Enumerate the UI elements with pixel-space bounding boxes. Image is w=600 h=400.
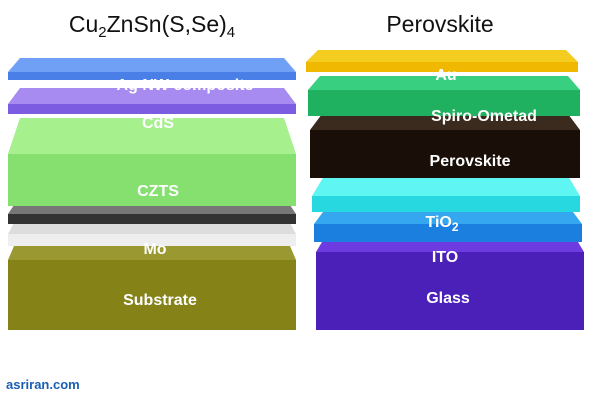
slab-face [310, 114, 580, 130]
slab-face [8, 88, 296, 104]
label-part: TiO [425, 214, 451, 231]
slab-face [312, 176, 580, 196]
layer-label: TiO2 [425, 214, 458, 234]
layer-label: Glass [426, 290, 470, 307]
layer-stacks [8, 50, 584, 330]
slab-face [8, 260, 296, 330]
footer-source: asriran.com [6, 377, 80, 392]
slab-face [306, 62, 578, 72]
slab-face [8, 58, 296, 72]
slab-face [312, 196, 580, 212]
slab-face [308, 76, 580, 90]
slab-face [310, 130, 580, 178]
right-title: Perovskite [386, 11, 493, 37]
title-subscript: 4 [227, 24, 235, 41]
layer-label: CdS [142, 115, 174, 132]
slab-face [8, 118, 296, 154]
layer-label: Au [435, 67, 456, 84]
label-subscript: 2 [452, 220, 459, 234]
layer-label: Mo [143, 241, 166, 258]
layer-label: Spiro-Ometad [431, 108, 537, 125]
layer-label: Perovskite [430, 153, 511, 170]
layer-label: CZTS [137, 183, 179, 200]
slab-face [314, 224, 582, 242]
slab-face [316, 252, 584, 330]
slab-face [308, 90, 580, 116]
layer-label: ITO [432, 249, 458, 266]
slab-face [8, 104, 296, 114]
title-part: Cu [69, 11, 98, 37]
slab-face [8, 234, 296, 246]
title-part: ZnSn(S,Se) [107, 11, 227, 37]
layer-label: Ag NW composite [117, 77, 254, 94]
slab-face [8, 154, 296, 206]
slab-face [306, 50, 578, 62]
left-title: Cu2ZnSn(S,Se)4 [69, 11, 235, 41]
slab-face [8, 214, 296, 224]
title-subscript: 2 [98, 24, 106, 41]
slab-face [8, 72, 296, 80]
layer-label: Substrate [123, 292, 197, 309]
